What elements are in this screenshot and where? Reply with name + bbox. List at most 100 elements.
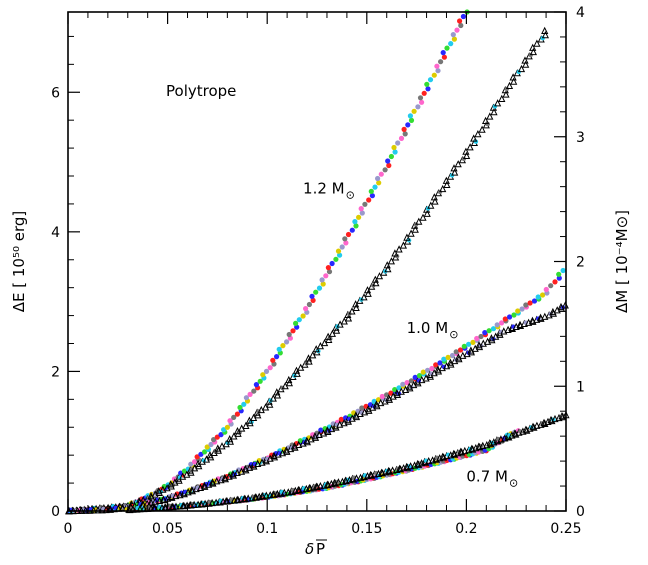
data-point-triangle	[197, 500, 205, 508]
data-point	[431, 72, 437, 78]
data-point	[303, 306, 309, 312]
data-point	[234, 411, 240, 417]
x-axis-label: δ P	[305, 539, 327, 558]
data-point-triangle	[258, 491, 266, 500]
y-right-tick-label: 3	[576, 130, 585, 146]
data-point-triangle	[522, 60, 530, 68]
data-point	[416, 373, 423, 379]
data-point	[429, 365, 435, 372]
data-point	[270, 357, 276, 363]
data-point-triangle	[295, 440, 303, 448]
data-point-triangle	[387, 257, 396, 265]
data-point	[441, 356, 447, 362]
data-point	[358, 206, 364, 212]
data-point-triangle	[251, 493, 259, 501]
data-point	[449, 352, 456, 359]
data-point	[378, 171, 384, 177]
data-point	[293, 320, 299, 326]
data-point-triangle	[434, 365, 442, 373]
data-point-triangle	[383, 261, 391, 269]
data-point	[241, 401, 247, 407]
data-point-triangle	[352, 411, 360, 419]
data-point-triangle	[341, 476, 350, 484]
data-point	[337, 252, 343, 258]
data-point	[412, 374, 418, 380]
data-point-triangle	[486, 439, 494, 447]
data-point	[470, 339, 476, 345]
data-point	[224, 424, 230, 430]
data-point	[395, 140, 401, 146]
data-point	[333, 256, 339, 262]
sun-symbol: ⊙	[509, 477, 518, 490]
data-point	[408, 117, 415, 123]
data-point-triangle	[468, 444, 476, 452]
data-point	[310, 297, 316, 303]
data-point-triangle	[414, 459, 422, 468]
data-point	[417, 95, 424, 101]
data-point	[211, 437, 217, 443]
data-point-triangle	[439, 452, 447, 460]
data-point-triangle	[269, 490, 277, 498]
data-point	[253, 382, 259, 388]
data-point-triangle	[385, 394, 393, 402]
data-point-triangle	[487, 334, 496, 342]
data-point-triangle	[450, 449, 458, 457]
data-point	[188, 461, 194, 467]
x-tick-label: 0.25	[550, 521, 581, 537]
data-point	[313, 289, 319, 295]
data-point	[415, 104, 421, 110]
data-point-triangle	[533, 421, 541, 429]
data-point-triangle	[384, 264, 392, 273]
data-point-triangle	[462, 147, 470, 155]
data-point-triangle	[439, 184, 447, 193]
data-point-triangle	[471, 344, 479, 352]
data-point	[437, 360, 443, 366]
data-point-triangle	[427, 201, 435, 209]
mass-labels: 1.2 M ⊙1.0 M ⊙0.7 M ⊙	[303, 179, 518, 489]
data-point-triangle	[442, 362, 451, 370]
data-point	[444, 45, 450, 51]
data-point-triangle	[254, 459, 262, 467]
x-tick-label: 0.1	[256, 521, 278, 537]
data-point-triangle	[372, 400, 381, 408]
data-point-triangle	[397, 387, 405, 395]
data-point-triangle	[521, 56, 529, 64]
data-point	[445, 354, 451, 360]
data-point	[356, 214, 362, 220]
data-point	[440, 50, 446, 56]
data-point-triangle	[508, 431, 516, 439]
data-point-triangle	[486, 112, 494, 120]
data-point-triangle	[533, 39, 541, 47]
data-point	[519, 306, 525, 312]
data-point	[362, 201, 368, 207]
data-point	[338, 416, 344, 422]
data-point	[368, 188, 374, 194]
data-point	[425, 367, 431, 373]
data-point-triangle	[371, 275, 379, 283]
data-point-triangle	[221, 473, 229, 482]
data-point-triangle	[233, 468, 241, 476]
data-point-triangle	[208, 478, 217, 486]
data-point-triangle	[536, 313, 545, 321]
y-right-tick-label: 2	[576, 255, 585, 271]
y-right-tick-label: 1	[576, 379, 585, 395]
data-point	[482, 330, 488, 336]
data-point	[434, 63, 440, 69]
data-point	[448, 41, 454, 47]
data-point-triangle	[454, 353, 463, 361]
data-point-triangle	[348, 307, 356, 315]
data-point-triangle	[516, 320, 524, 328]
data-point	[507, 314, 513, 320]
data-point	[345, 231, 352, 238]
data-point	[460, 13, 466, 20]
data-point-triangle	[475, 442, 483, 450]
data-point-triangle	[529, 43, 537, 51]
data-point-triangle	[423, 209, 431, 217]
data-point	[419, 99, 425, 105]
data-point-triangle	[94, 506, 102, 514]
data-point-triangle	[446, 358, 455, 366]
data-point-triangle	[430, 193, 438, 201]
data-point	[329, 260, 335, 267]
data-point	[306, 301, 312, 308]
